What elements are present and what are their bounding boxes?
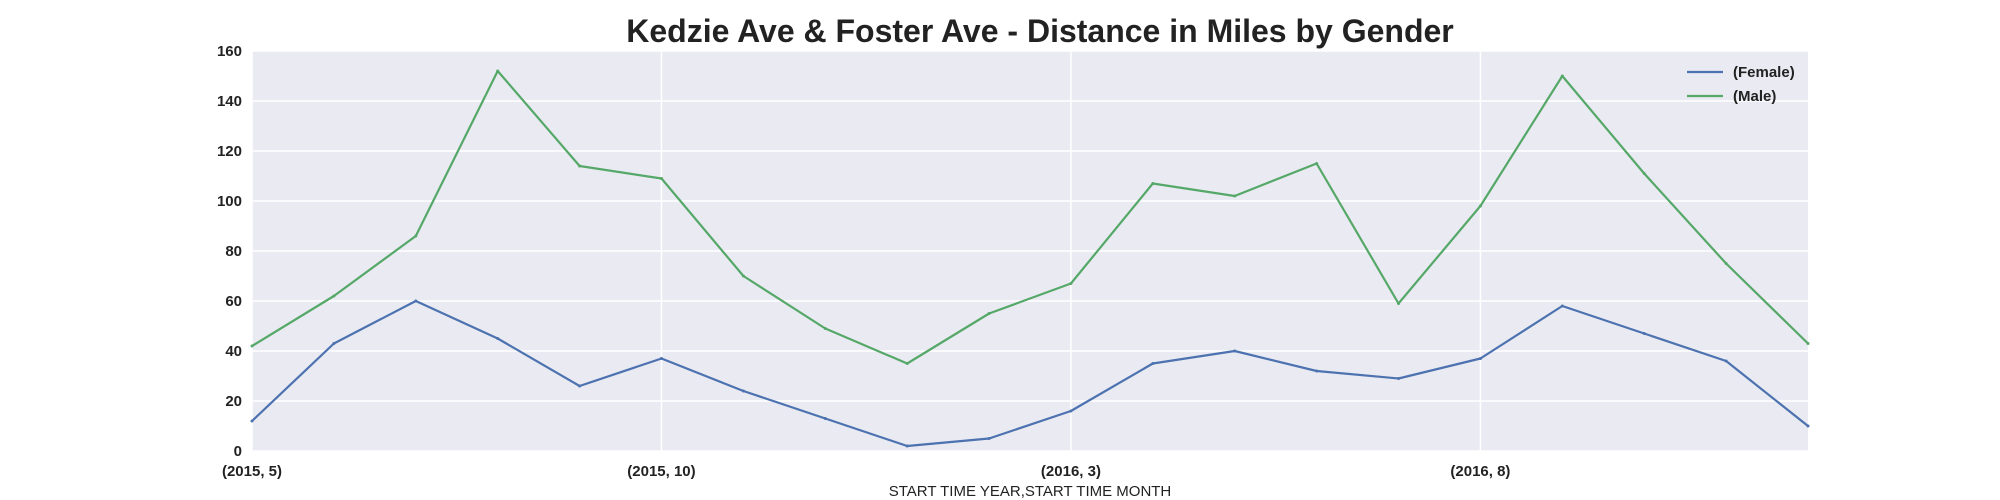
- legend: (Female) (Male): [1687, 64, 1795, 105]
- x-tick-label: (2015, 5): [222, 463, 282, 480]
- data-point: [1151, 182, 1155, 185]
- data-point: [987, 312, 991, 315]
- data-point: [250, 419, 254, 423]
- data-point: [1233, 349, 1237, 353]
- data-point: [1315, 162, 1319, 165]
- legend-entry: (Female): [1733, 64, 1795, 81]
- y-tick-label: 40: [225, 343, 242, 360]
- data-point: [905, 444, 909, 448]
- data-point: [823, 327, 827, 330]
- series-line-female: [251, 299, 1809, 448]
- data-point: [659, 177, 663, 180]
- data-point: [1151, 362, 1155, 365]
- chart-title: Kedzie Ave & Foster Ave - Distance in Mi…: [626, 13, 1454, 49]
- data-point: [1724, 262, 1728, 265]
- data-point: [741, 274, 745, 278]
- y-tick-label: 20: [225, 393, 242, 410]
- grid-lines: [251, 50, 1808, 452]
- data-point: [905, 362, 909, 365]
- x-tick-label: (2016, 3): [1041, 463, 1101, 480]
- data-point: [578, 164, 582, 168]
- y-tick-label: 0: [234, 443, 242, 460]
- data-point: [1069, 409, 1073, 413]
- data-point: [332, 342, 336, 345]
- x-tick-label: (2015, 10): [627, 463, 695, 480]
- data-point: [987, 437, 991, 440]
- data-point: [823, 417, 827, 420]
- data-point: [496, 69, 500, 73]
- x-axis-ticks: (2015, 5) (2015, 10) (2016, 3) (2016, 8): [222, 463, 1510, 480]
- data-point: [1315, 369, 1319, 373]
- data-point: [1642, 172, 1646, 175]
- data-point: [1233, 194, 1237, 198]
- data-point: [1478, 357, 1482, 360]
- y-tick-label: 120: [217, 143, 242, 160]
- y-tick-label: 80: [225, 243, 242, 260]
- data-point: [659, 357, 663, 360]
- data-point: [1806, 424, 1810, 428]
- data-point: [250, 344, 254, 348]
- y-tick-label: 160: [217, 43, 242, 60]
- data-point: [1069, 282, 1073, 285]
- y-tick-label: 140: [217, 93, 242, 110]
- data-point: [1642, 332, 1646, 335]
- series-lines: [250, 69, 1810, 448]
- data-point: [1560, 74, 1564, 78]
- data-point: [332, 294, 336, 298]
- data-point: [1724, 359, 1728, 363]
- data-point: [414, 299, 418, 303]
- data-point: [1478, 204, 1482, 208]
- data-point: [496, 337, 500, 340]
- data-point: [1397, 302, 1401, 305]
- x-axis-label: START TIME YEAR,START TIME MONTH: [889, 483, 1172, 500]
- legend-entry: (Male): [1733, 88, 1776, 105]
- y-tick-label: 100: [217, 193, 242, 210]
- data-point: [578, 384, 582, 388]
- data-point: [1806, 342, 1810, 345]
- data-point: [1397, 377, 1401, 380]
- series-line-male: [251, 69, 1809, 365]
- data-point: [414, 234, 418, 238]
- y-tick-label: 60: [225, 293, 242, 310]
- y-axis-ticks: 0 20 40 60 80 100 120 140 160: [217, 43, 242, 460]
- data-point: [1560, 304, 1564, 308]
- data-point: [741, 389, 745, 393]
- x-tick-label: (2016, 8): [1450, 463, 1510, 480]
